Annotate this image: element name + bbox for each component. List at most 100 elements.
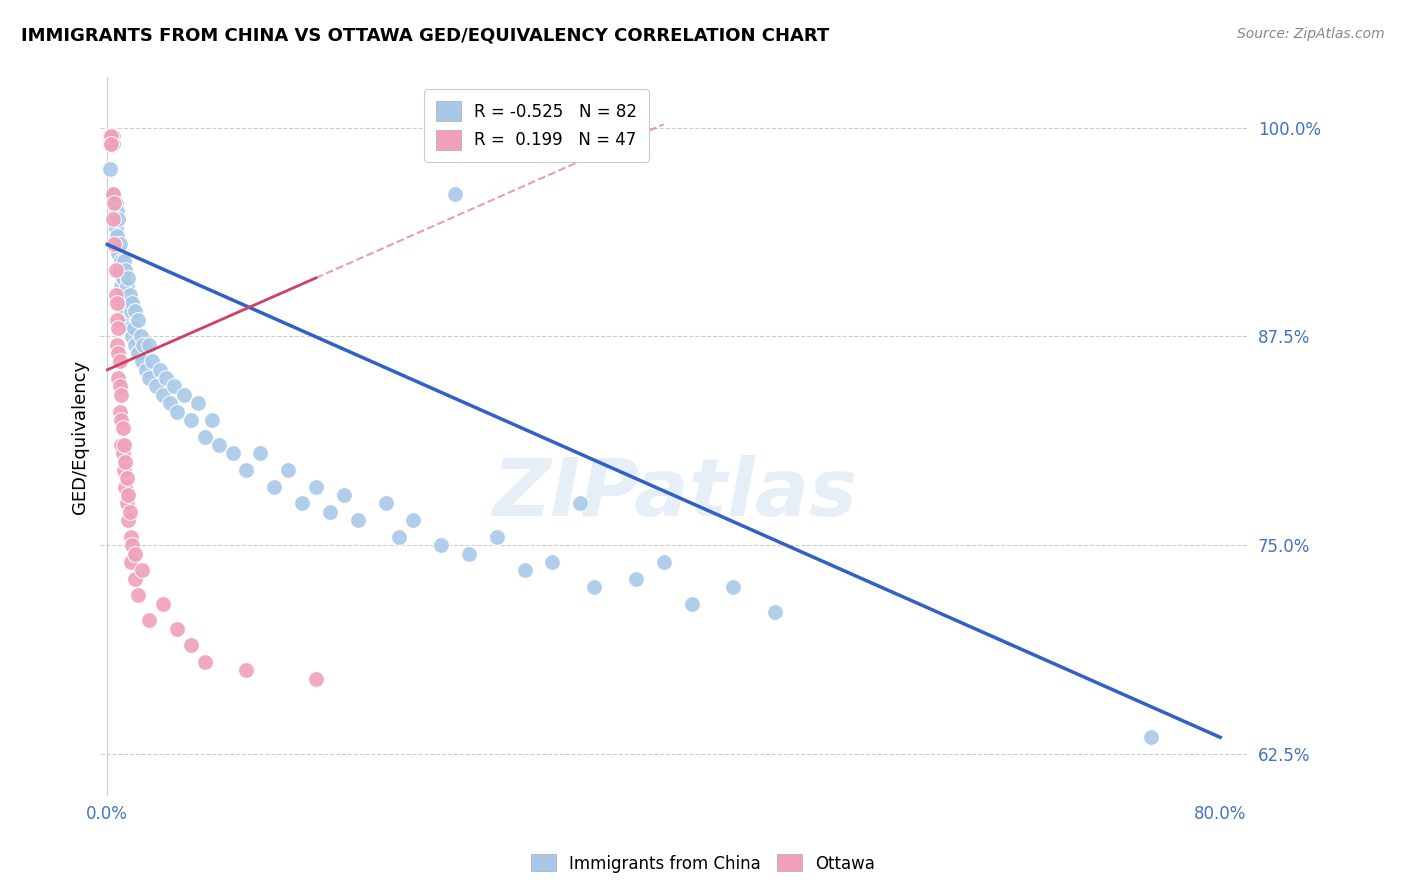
- Point: [105, 296, 128, 310]
- Point: [115, 279, 138, 293]
- Point: [194, 655, 217, 669]
- Point: [346, 513, 368, 527]
- Point: [103, 187, 125, 202]
- Point: [107, 346, 129, 360]
- Text: IMMIGRANTS FROM CHINA VS OTTAWA GED/EQUIVALENCY CORRELATION CHART: IMMIGRANTS FROM CHINA VS OTTAWA GED/EQUI…: [21, 27, 830, 45]
- Point: [118, 321, 141, 335]
- Point: [173, 388, 195, 402]
- Point: [101, 187, 124, 202]
- Point: [120, 304, 142, 318]
- Point: [98, 137, 121, 152]
- Point: [374, 496, 396, 510]
- Point: [105, 229, 128, 244]
- Point: [111, 421, 134, 435]
- Point: [114, 480, 136, 494]
- Point: [159, 396, 181, 410]
- Point: [263, 480, 285, 494]
- Point: [108, 237, 131, 252]
- Point: [104, 195, 127, 210]
- Point: [458, 547, 481, 561]
- Point: [305, 672, 328, 686]
- Point: [111, 446, 134, 460]
- Point: [305, 480, 328, 494]
- Point: [235, 664, 257, 678]
- Y-axis label: GED/Equivalency: GED/Equivalency: [72, 359, 89, 514]
- Point: [124, 337, 146, 351]
- Point: [115, 496, 138, 510]
- Point: [114, 455, 136, 469]
- Point: [118, 505, 141, 519]
- Point: [155, 371, 177, 385]
- Point: [132, 337, 155, 351]
- Point: [104, 262, 127, 277]
- Point: [127, 312, 149, 326]
- Point: [112, 254, 135, 268]
- Point: [107, 321, 129, 335]
- Point: [541, 555, 564, 569]
- Point: [112, 463, 135, 477]
- Point: [513, 563, 536, 577]
- Point: [138, 613, 160, 627]
- Point: [235, 463, 257, 477]
- Point: [124, 304, 146, 318]
- Point: [194, 429, 217, 443]
- Point: [100, 128, 122, 143]
- Point: [110, 254, 132, 268]
- Point: [277, 463, 299, 477]
- Point: [187, 396, 209, 410]
- Point: [652, 555, 675, 569]
- Text: ZIPatlas: ZIPatlas: [492, 455, 856, 533]
- Point: [291, 496, 314, 510]
- Point: [107, 245, 129, 260]
- Point: [120, 555, 142, 569]
- Point: [124, 572, 146, 586]
- Point: [121, 329, 143, 343]
- Point: [110, 388, 132, 402]
- Point: [118, 287, 141, 301]
- Point: [105, 312, 128, 326]
- Point: [180, 639, 202, 653]
- Point: [569, 496, 592, 510]
- Point: [129, 329, 152, 343]
- Point: [430, 538, 453, 552]
- Point: [120, 530, 142, 544]
- Point: [138, 371, 160, 385]
- Point: [108, 262, 131, 277]
- Point: [131, 563, 153, 577]
- Point: [101, 212, 124, 227]
- Point: [249, 446, 271, 460]
- Point: [166, 622, 188, 636]
- Point: [485, 530, 508, 544]
- Point: [624, 572, 647, 586]
- Point: [111, 296, 134, 310]
- Point: [221, 446, 243, 460]
- Point: [117, 488, 139, 502]
- Point: [166, 404, 188, 418]
- Point: [121, 296, 143, 310]
- Point: [763, 605, 786, 619]
- Point: [201, 413, 224, 427]
- Point: [1139, 731, 1161, 745]
- Point: [107, 371, 129, 385]
- Point: [110, 279, 132, 293]
- Point: [402, 513, 425, 527]
- Point: [333, 488, 356, 502]
- Point: [121, 538, 143, 552]
- Point: [115, 471, 138, 485]
- Point: [100, 137, 122, 152]
- Point: [105, 337, 128, 351]
- Point: [444, 187, 467, 202]
- Point: [111, 271, 134, 285]
- Point: [135, 363, 157, 377]
- Point: [117, 271, 139, 285]
- Point: [104, 220, 127, 235]
- Point: [163, 379, 186, 393]
- Point: [180, 413, 202, 427]
- Legend: Immigrants from China, Ottawa: Immigrants from China, Ottawa: [524, 847, 882, 880]
- Point: [114, 262, 136, 277]
- Point: [103, 237, 125, 252]
- Point: [100, 137, 122, 152]
- Point: [723, 580, 745, 594]
- Point: [131, 354, 153, 368]
- Point: [114, 304, 136, 318]
